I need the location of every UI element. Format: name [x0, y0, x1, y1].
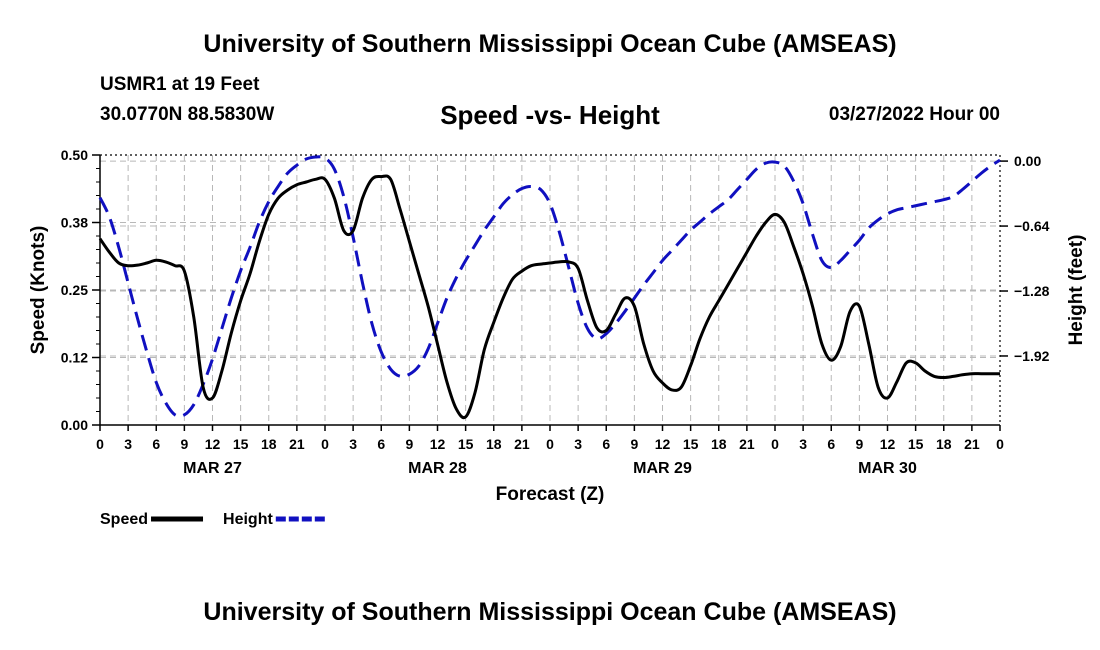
x-tick-label: 3: [349, 436, 357, 452]
x-tick-label: 0: [546, 436, 554, 452]
x-tick-label: 15: [683, 436, 699, 452]
x-tick-label: 21: [739, 436, 755, 452]
chart-subtitle: Speed -vs- Height: [440, 100, 660, 130]
x-tick-label: 9: [630, 436, 638, 452]
forecast-datetime: 03/27/2022 Hour 00: [828, 104, 1000, 125]
y2-axis-title: Height (feet): [1066, 235, 1087, 346]
station-label: USMR1 at 19 Feet: [100, 74, 260, 95]
x-tick-label: 0: [996, 436, 1004, 452]
x-tick-label: 6: [827, 436, 835, 452]
day-label: MAR 29: [633, 460, 692, 477]
coordinates-label: 30.0770N 88.5830W: [100, 104, 275, 125]
axis-labels: 0.00 0.12 0.25 0.38 0.50 0.00 −0.64 −1.28 −1.92 0…: [28, 147, 1087, 505]
grid-lines: [100, 155, 1000, 425]
x-tick-label: 0: [771, 436, 779, 452]
x-tick-label: 9: [855, 436, 863, 452]
x-tick-label: 21: [964, 436, 980, 452]
x-axis-title: Forecast (Z): [496, 484, 605, 505]
left-tick-label: 0.00: [61, 417, 88, 433]
right-tick-label: −1.92: [1014, 348, 1050, 364]
right-tick-label: −1.28: [1014, 283, 1050, 299]
main-title: University of Southern Mississippi Ocean…: [203, 30, 897, 58]
x-tick-label: 18: [936, 436, 952, 452]
day-label: MAR 27: [183, 460, 242, 477]
speed-series-line: [98, 174, 1000, 420]
x-tick-label: 12: [655, 436, 671, 452]
y-axis-title: Speed (Knots): [28, 226, 49, 355]
x-tick-label: 18: [486, 436, 502, 452]
x-tick-label: 3: [799, 436, 807, 452]
left-tick-label: 0.25: [61, 282, 88, 298]
series-group: [98, 155, 1001, 420]
left-tick-label: 0.38: [61, 215, 88, 231]
x-tick-label: 9: [405, 436, 413, 452]
x-tick-label: 21: [289, 436, 305, 452]
height-series-line: [98, 155, 1001, 418]
x-tick-label: 6: [377, 436, 385, 452]
x-tick-label: 18: [261, 436, 277, 452]
x-tick-label: 6: [602, 436, 610, 452]
day-label: MAR 30: [858, 460, 917, 477]
x-tick-label: 6: [152, 436, 160, 452]
left-tick-label: 0.12: [61, 350, 88, 366]
legend-label-speed: Speed: [100, 511, 148, 528]
x-tick-label: 21: [514, 436, 530, 452]
x-tick-label: 15: [458, 436, 474, 452]
right-tick-label: 0.00: [1014, 153, 1041, 169]
x-tick-label: 3: [574, 436, 582, 452]
footer-title: University of Southern Mississippi Ocean…: [203, 598, 897, 626]
x-tick-label: 12: [205, 436, 221, 452]
x-tick-label: 12: [430, 436, 446, 452]
x-tick-label: 15: [908, 436, 924, 452]
x-tick-label: 15: [233, 436, 249, 452]
day-label: MAR 28: [408, 460, 467, 477]
x-tick-label: 0: [96, 436, 104, 452]
x-tick-label: 0: [321, 436, 329, 452]
legend: Speed Height: [100, 511, 328, 528]
x-tick-label: 12: [880, 436, 896, 452]
left-tick-label: 0.50: [61, 147, 88, 163]
right-tick-label: −0.64: [1014, 218, 1050, 234]
x-tick-label: 3: [124, 436, 132, 452]
x-tick-label: 18: [711, 436, 727, 452]
legend-label-height: Height: [223, 511, 273, 528]
x-tick-label: 9: [180, 436, 188, 452]
